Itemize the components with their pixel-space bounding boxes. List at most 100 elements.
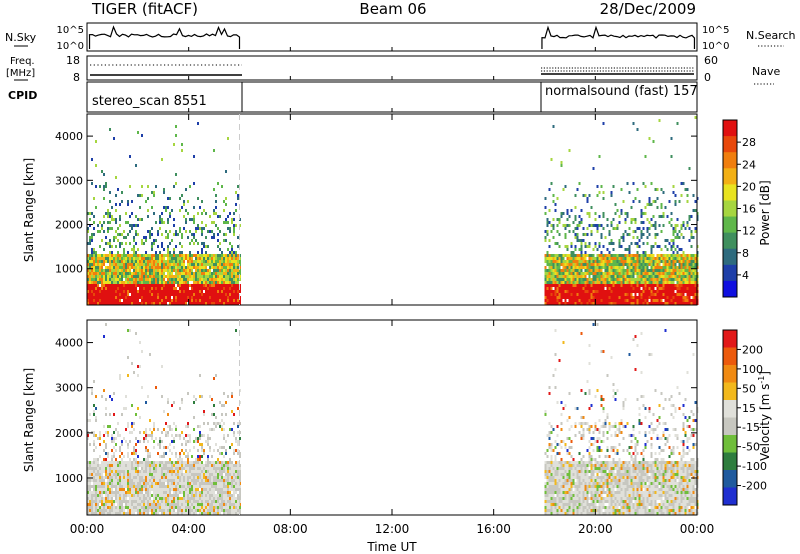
heatmap-cell [628,287,631,290]
heatmap-cell [111,296,113,299]
heatmap-cell [167,269,169,272]
heatmap-cell [175,506,177,509]
heatmap-cell [161,467,163,470]
heatmap-cell [169,449,171,452]
heatmap-cell [111,275,113,278]
heatmap-cell [127,290,129,293]
heatmap-cell [644,284,647,287]
heatmap-cell [213,287,215,290]
heatmap-cell [145,482,147,485]
heatmap-cell [153,503,155,506]
heatmap-cell [580,242,583,245]
heatmap-cell [592,269,595,272]
heatmap-cell [159,446,161,449]
heatmap-cell [155,272,157,275]
heatmap-cell [662,191,665,194]
heatmap-cell [193,221,195,224]
heatmap-cell [616,299,619,302]
heatmap-cell [145,401,147,404]
heatmap-cell [229,506,231,509]
heatmap-cell [107,293,109,296]
heatmap-cell [211,236,213,239]
heatmap-cell [602,290,605,293]
heatmap-cell [87,434,89,437]
heatmap-cell [93,248,95,251]
heatmap-cell [127,500,129,503]
heatmap-cell [179,302,181,305]
heatmap-cell [674,302,677,305]
heatmap-cell [155,509,157,512]
heatmap-cell [171,272,173,275]
heatmap-cell [600,266,603,269]
heatmap-cell [233,296,235,299]
heatmap-cell [115,260,117,263]
heatmap-cell [107,275,109,278]
heatmap-cell [652,260,655,263]
heatmap-cell [217,275,219,278]
heatmap-cell [159,509,161,512]
heatmap-cell [151,266,153,269]
heatmap-cell [225,503,227,506]
heatmap-cell [618,260,621,263]
heatmap-cell [211,266,213,269]
heatmap-cell [111,206,113,209]
heatmap-cell [235,293,237,296]
heatmap-cell [195,500,197,503]
heatmap-cell [624,287,627,290]
heatmap-cell [143,299,145,302]
heatmap-cell [544,287,547,290]
heatmap-cell [682,272,685,275]
heatmap-cell [151,302,153,305]
heatmap-cell [574,284,577,287]
heatmap-cell [223,467,225,470]
heatmap-cell [181,263,183,266]
heatmap-cell [602,293,605,296]
heatmap-cell [107,425,109,428]
heatmap-cell [115,506,117,509]
heatmap-cell [153,428,155,431]
heatmap-cell [145,302,147,305]
heatmap-cell [199,302,201,305]
heatmap-cell [221,251,223,254]
heatmap-cell [594,257,597,260]
heatmap-cell [93,272,95,275]
heatmap-cell [219,497,221,500]
heatmap-cell [111,245,113,248]
heatmap-cell [137,266,139,269]
heatmap-cell [227,254,229,257]
heatmap-cell [674,272,677,275]
heatmap-cell [125,272,127,275]
heatmap-cell [121,287,123,290]
heatmap-cell [616,290,619,293]
heatmap-cell [111,398,113,401]
heatmap-cell [576,224,579,227]
heatmap-cell [674,266,677,269]
heatmap-cell [672,278,675,281]
heatmap-cell [119,482,121,485]
heatmap-cell [129,254,131,257]
heatmap-cell [606,275,609,278]
heatmap-cell [207,275,209,278]
heatmap-cell [674,236,677,239]
heatmap-cell [195,509,197,512]
heatmap-cell [544,212,547,215]
heatmap-cell [101,494,103,497]
heatmap-cell [231,284,233,287]
heatmap-cell [620,260,623,263]
heatmap-cell [201,443,203,446]
heatmap-cell [179,500,181,503]
heatmap-cell [99,245,101,248]
heatmap-cell [105,461,107,464]
heatmap-cell [688,260,691,263]
heatmap-cell [157,302,159,305]
heatmap-cell [650,224,653,227]
heatmap-cell [99,512,101,515]
heatmap-cell [167,512,169,515]
heatmap-cell [634,293,637,296]
heatmap-cell [145,284,147,287]
heatmap-cell [185,488,187,491]
heatmap-cell [179,254,181,257]
heatmap-cell [163,497,165,500]
heatmap-cell [690,263,693,266]
heatmap-cell [223,506,225,509]
